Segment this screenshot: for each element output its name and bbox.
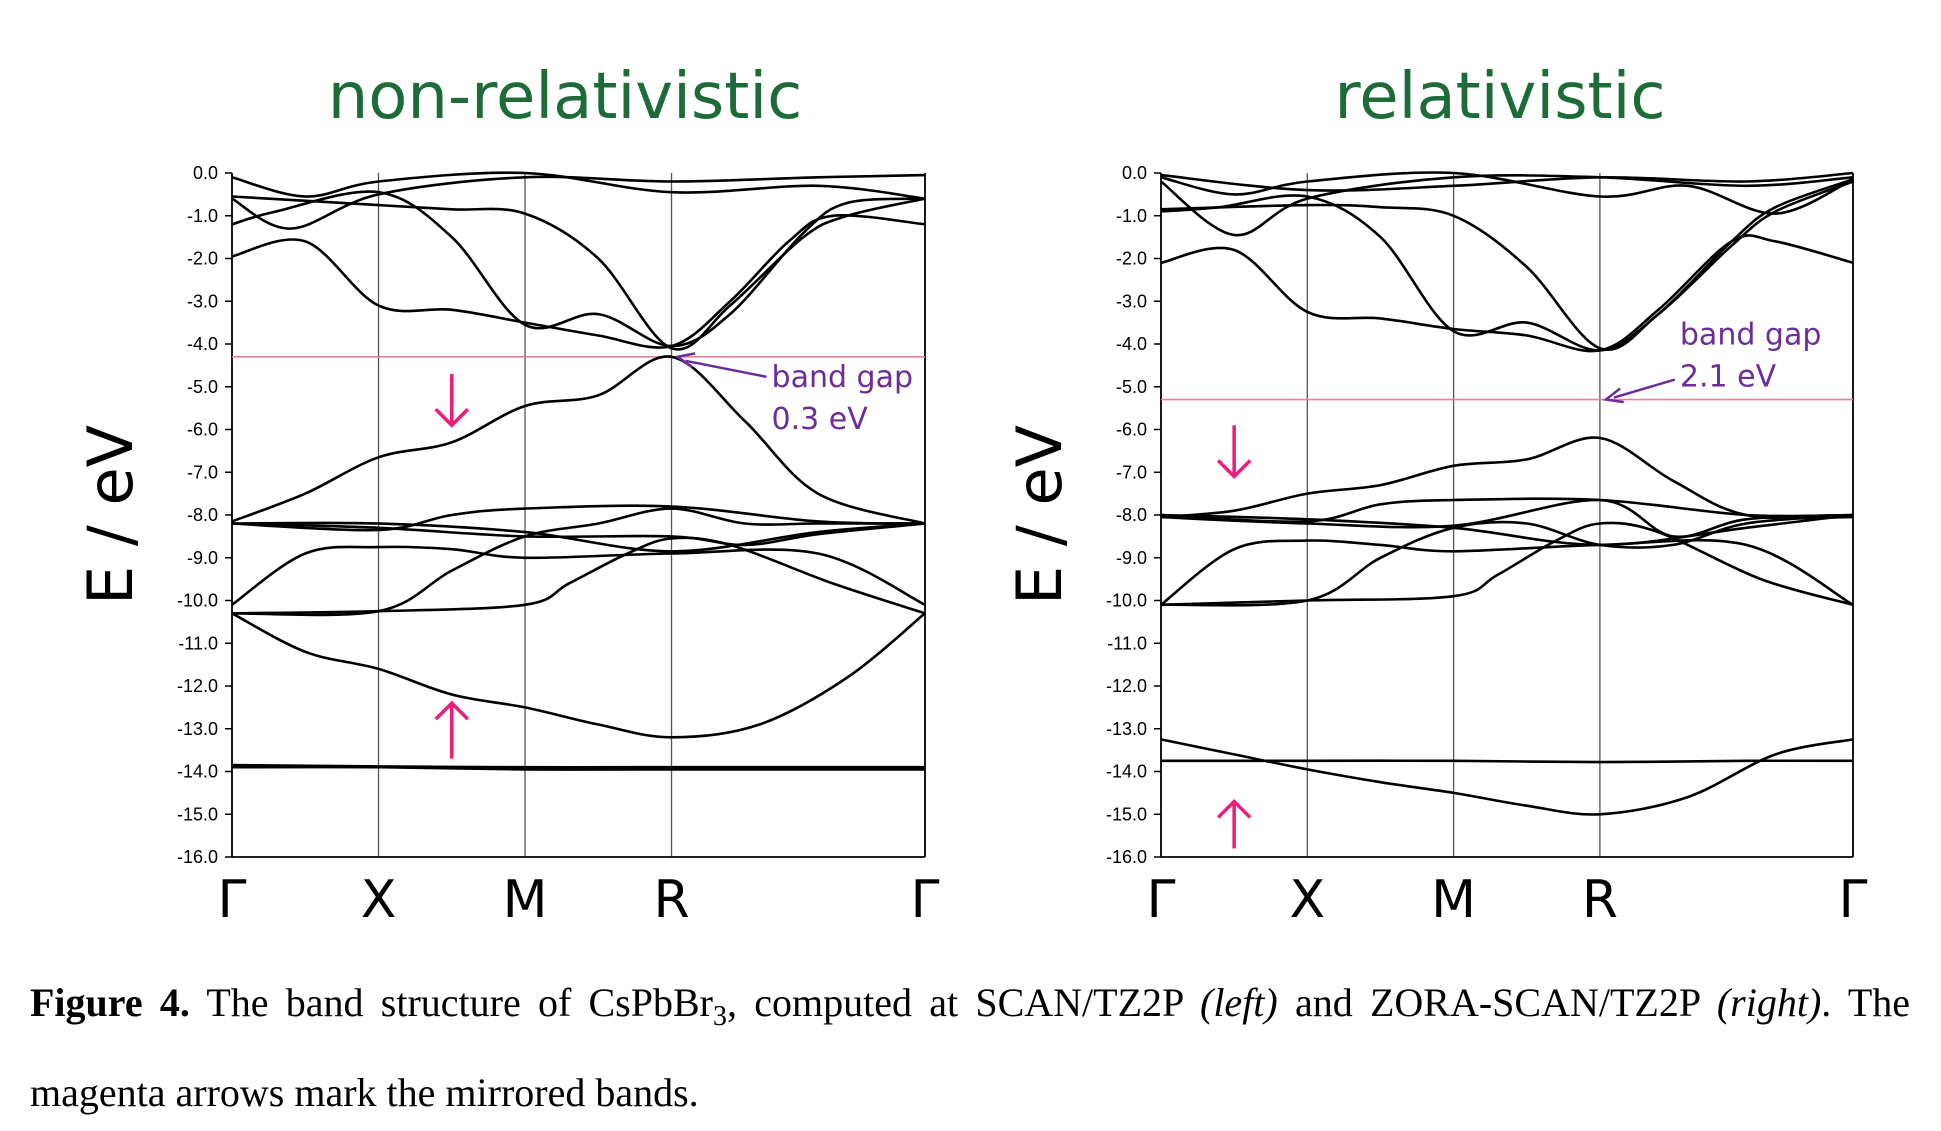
- y-tick-label: -15.0: [1106, 804, 1147, 824]
- y-tick-label: -1.0: [1116, 206, 1147, 226]
- y-tick-label: -9.0: [187, 548, 218, 568]
- panel-title: non-relativistic: [328, 60, 803, 134]
- band-line: [1160, 174, 1854, 237]
- caption-subscript: 3: [713, 1001, 727, 1032]
- y-tick-label: 0.0: [193, 163, 218, 183]
- band-gap-arrow: [1613, 378, 1676, 399]
- band-line: [231, 763, 925, 769]
- band-gap-arrowhead: [674, 352, 696, 369]
- x-tick-label: X: [361, 870, 397, 930]
- band-line: [1160, 498, 1854, 539]
- band-line: [1160, 171, 1854, 192]
- y-tick-label: -5.0: [187, 377, 218, 397]
- band-line: [1161, 759, 1854, 764]
- y-tick-label: -7.0: [1116, 462, 1147, 482]
- band-line: [231, 213, 926, 349]
- band-line: [231, 355, 926, 525]
- y-tick-label: -8.0: [1116, 505, 1147, 525]
- y-tick-label: -14.0: [1106, 762, 1147, 782]
- band-gap-arrow: [685, 359, 767, 379]
- band-line: [231, 522, 926, 547]
- y-tick-label: -3.0: [1116, 291, 1147, 311]
- band-panel-2: relativistic E / eV Γ X M R Γ 0.0 -1.0 -2.0 -3.0 -4…: [1003, 60, 1868, 930]
- y-tick-label: -10.0: [1106, 591, 1147, 611]
- y-tick-label: -1.0: [187, 206, 218, 226]
- band-gap-arrowhead: [1602, 387, 1624, 404]
- y-axis-label: E / eV: [1003, 425, 1076, 605]
- band-line: [231, 507, 925, 617]
- band-gap-annotation: band gap: [772, 360, 914, 395]
- y-tick-label: -7.0: [187, 462, 218, 482]
- band-line: [1160, 513, 1854, 547]
- band-line: [1160, 436, 1854, 520]
- y-tick-label: -13.0: [1106, 719, 1147, 739]
- y-tick-label: -11.0: [1107, 633, 1147, 653]
- band-line: [231, 612, 926, 739]
- x-tick-label: X: [1289, 870, 1325, 930]
- y-tick-label: -2.0: [187, 249, 218, 269]
- y-tick-label: -16.0: [177, 847, 218, 867]
- y-tick-label: -3.0: [187, 291, 218, 311]
- x-tick-label: M: [1431, 870, 1476, 930]
- x-tick-label: Γ: [218, 870, 247, 930]
- x-tick-label: Γ: [1147, 870, 1176, 930]
- x-tick-label: R: [653, 870, 689, 930]
- band-panel-1: non-relativistic E / eV Γ X M R Γ 0.0 -1.0 -2.0 -3…: [74, 60, 940, 930]
- band-line: [231, 190, 926, 348]
- band-line: [231, 545, 926, 606]
- y-tick-label: -15.0: [177, 804, 218, 824]
- y-tick-label: -12.0: [1106, 676, 1147, 696]
- y-tick-label: -8.0: [187, 505, 218, 525]
- band-line: [1160, 180, 1854, 352]
- x-tick-label: M: [503, 870, 548, 930]
- y-tick-label: -6.0: [1116, 420, 1147, 440]
- caption-label: Figure 4.: [30, 980, 190, 1025]
- band-line: [231, 536, 926, 615]
- y-tick-label: -2.0: [1116, 249, 1147, 269]
- y-tick-label: -4.0: [187, 334, 218, 354]
- mirror-arrowhead: [1216, 459, 1252, 479]
- y-tick-label: -13.0: [177, 719, 218, 739]
- mirror-arrowhead: [434, 407, 470, 428]
- band-line: [1160, 513, 1854, 607]
- y-tick-label: 0.0: [1122, 163, 1147, 183]
- band-line: [1160, 171, 1854, 215]
- panel-title: relativistic: [1334, 60, 1665, 134]
- band-line: [231, 521, 926, 553]
- mirror-arrowhead: [1216, 798, 1252, 819]
- band-gap-annotation: band gap: [1680, 318, 1822, 353]
- x-tick-label: Γ: [1839, 870, 1868, 930]
- band-line: [231, 173, 926, 230]
- y-tick-label: -5.0: [1116, 377, 1147, 397]
- band-line: [1160, 538, 1854, 606]
- y-tick-label: -10.0: [177, 591, 218, 611]
- caption-left: (left): [1200, 980, 1278, 1025]
- band-gap-annotation: 2.1 eV: [1680, 360, 1777, 395]
- y-tick-label: -9.0: [1116, 548, 1147, 568]
- y-tick-label: -12.0: [177, 676, 218, 696]
- y-tick-label: -6.0: [187, 420, 218, 440]
- band-structure-figure: non-relativistic E / eV Γ X M R Γ 0.0 -1.0 -2.0 -3…: [74, 60, 1868, 930]
- band-line: [1160, 738, 1854, 816]
- band-gap-annotation: 0.3 eV: [772, 402, 869, 437]
- x-tick-label: Γ: [911, 870, 940, 930]
- caption-right: (right): [1716, 980, 1822, 1025]
- y-axis-label: E / eV: [74, 425, 147, 605]
- caption-text-b: , computed at SCAN/TZ2P: [727, 980, 1200, 1025]
- y-tick-label: -11.0: [178, 633, 218, 653]
- x-tick-label: R: [1582, 870, 1618, 930]
- band-line: [231, 171, 926, 200]
- caption-text-d: . The magenta arrows mark the mirrored b…: [30, 980, 1911, 1115]
- band-line: [231, 195, 926, 351]
- band-line: [231, 504, 926, 532]
- y-tick-label: -16.0: [1106, 847, 1147, 867]
- mirror-arrowhead: [434, 700, 470, 721]
- y-tick-label: -4.0: [1116, 334, 1147, 354]
- figure-caption: Figure 4. The band structure of CsPbBr3,…: [30, 965, 1910, 1131]
- caption-text-a: The band structure of CsPbBr: [189, 980, 713, 1025]
- band-line: [1160, 178, 1854, 352]
- caption-text-c: and ZORA-SCAN/TZ2P: [1277, 980, 1717, 1025]
- y-tick-label: -14.0: [177, 762, 218, 782]
